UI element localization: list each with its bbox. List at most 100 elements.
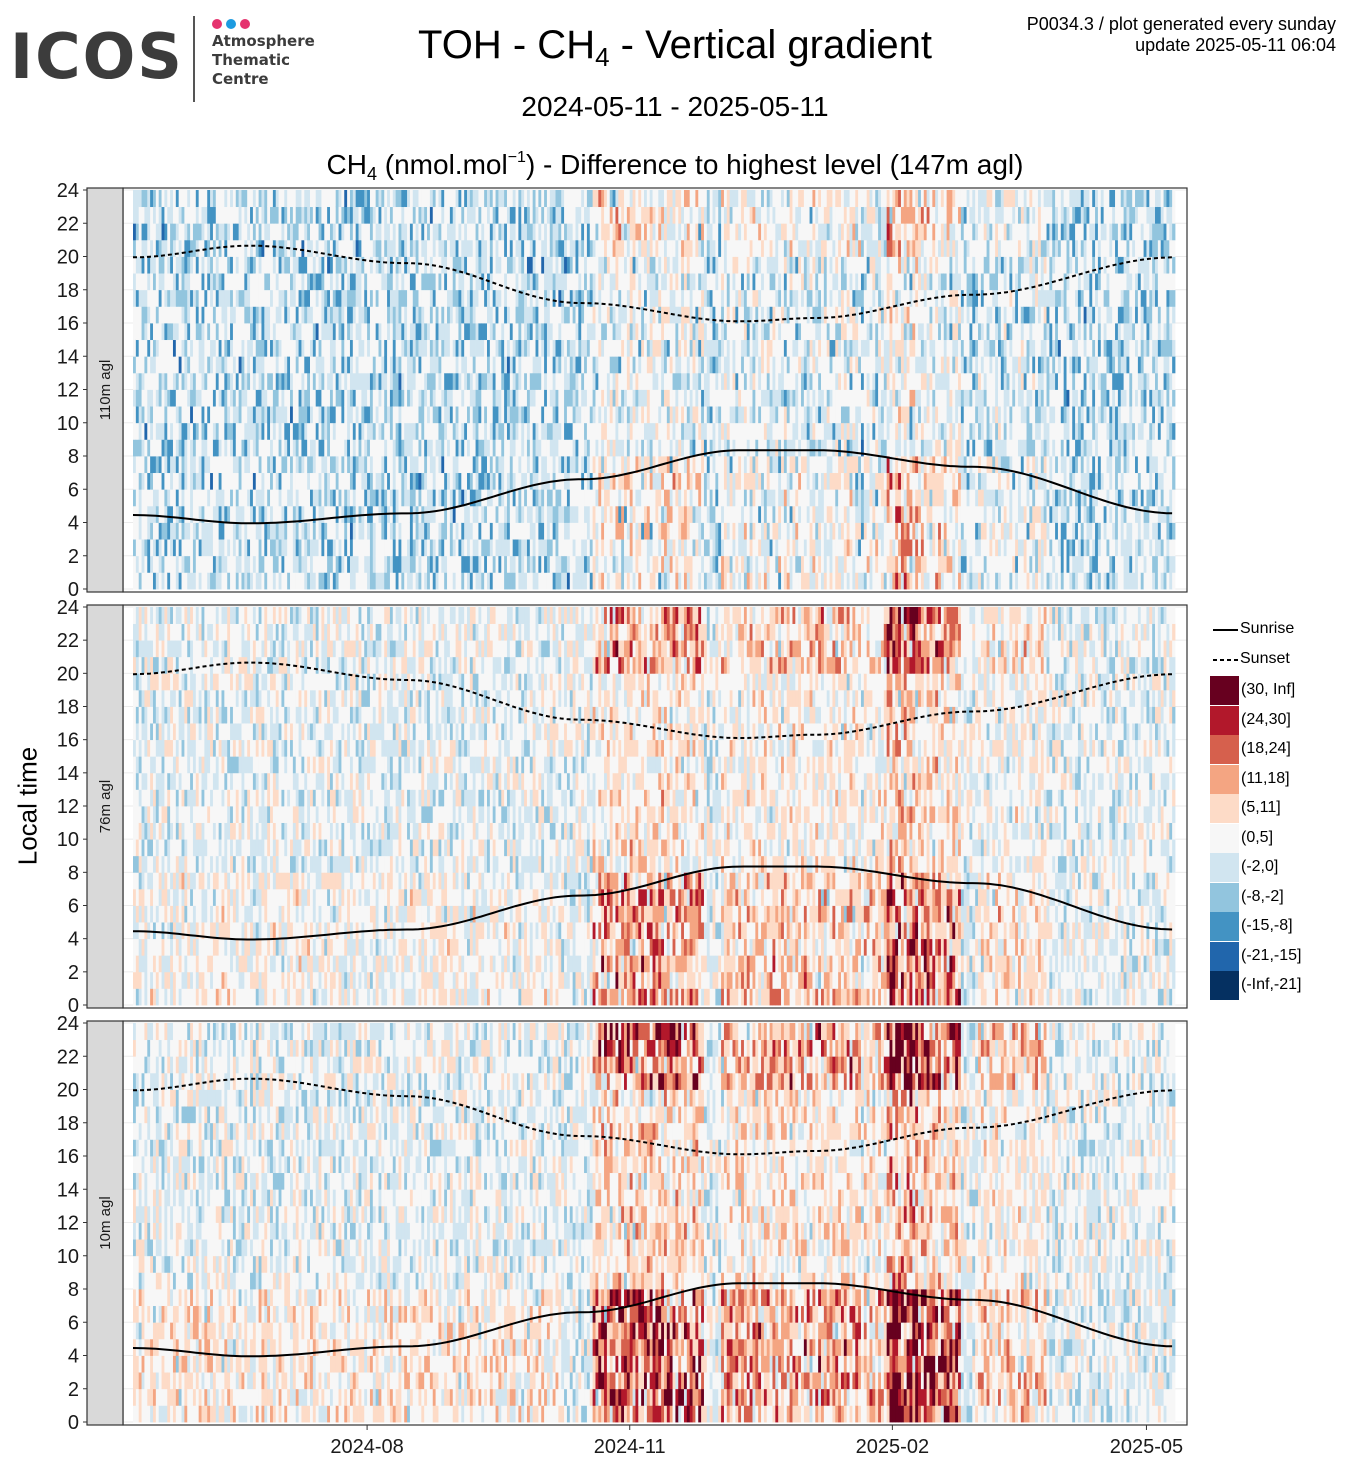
- heatmap-cell: [259, 290, 262, 307]
- heatmap-cell: [187, 390, 190, 407]
- heatmap-cell: [156, 473, 159, 490]
- heatmap-cell: [247, 423, 250, 440]
- heatmap-cell: [230, 473, 233, 490]
- heatmap-cell: [170, 406, 173, 423]
- heatmap-cell: [244, 556, 247, 573]
- heatmap-cell: [136, 473, 139, 490]
- heatmap-cell: [136, 406, 139, 423]
- heatmap-cell: [221, 340, 224, 357]
- heatmap-cell: [213, 489, 216, 506]
- heatmap-cell: [199, 523, 202, 540]
- heatmap-cell: [156, 273, 159, 290]
- heatmap-cell: [179, 207, 182, 224]
- heatmap-cell: [219, 257, 222, 274]
- heatmap-cell: [227, 556, 230, 573]
- heatmap-cell: [233, 223, 236, 240]
- heatmap-cell: [250, 539, 253, 556]
- heatmap-cell: [184, 290, 187, 307]
- heatmap-cell: [216, 340, 219, 357]
- heatmap-cell: [264, 390, 267, 407]
- heatmap-cell: [204, 373, 207, 390]
- heatmap-cell: [256, 406, 259, 423]
- heatmap-cell: [199, 390, 202, 407]
- heatmap-cell: [259, 373, 262, 390]
- heatmap-cell: [264, 456, 267, 473]
- heatmap-cell: [159, 373, 162, 390]
- heatmap-cell: [256, 207, 259, 224]
- heatmap-cell: [227, 523, 230, 540]
- heatmap-cell: [221, 523, 224, 540]
- heatmap-cell: [159, 257, 162, 274]
- heatmap-cell: [190, 572, 193, 589]
- heatmap-cell: [227, 373, 230, 390]
- heatmap-cell: [236, 423, 239, 440]
- heatmap-cell: [239, 473, 242, 490]
- heatmap-cell: [221, 373, 224, 390]
- heatmap-cell: [170, 223, 173, 240]
- heatmap-cell: [233, 473, 236, 490]
- heatmap-cell: [193, 523, 196, 540]
- heatmap-cell: [144, 473, 147, 490]
- heatmap-cell: [173, 273, 176, 290]
- heatmap-cell: [247, 240, 250, 257]
- heatmap-cell: [219, 273, 222, 290]
- heatmap-cell: [250, 556, 253, 573]
- heatmap-cell: [247, 207, 250, 224]
- heatmap-cell: [176, 556, 179, 573]
- heatmap-cell: [182, 190, 185, 207]
- heatmap-cell: [142, 539, 145, 556]
- heatmap-cell: [244, 290, 247, 307]
- heatmap-cell: [162, 390, 165, 407]
- heatmap-cell: [247, 439, 250, 456]
- heatmap-cell: [193, 290, 196, 307]
- heatmap-cell: [164, 290, 167, 307]
- heatmap-cell: [142, 390, 145, 407]
- heatmap-cell: [259, 556, 262, 573]
- heatmap-cell: [150, 439, 153, 456]
- heatmap-cell: [179, 439, 182, 456]
- heatmap-cell: [139, 257, 142, 274]
- heatmap-cell: [247, 539, 250, 556]
- heatmap-cell: [167, 473, 170, 490]
- heatmap-cell: [239, 340, 242, 357]
- heatmap-cell: [159, 556, 162, 573]
- heatmap-cell: [193, 390, 196, 407]
- heatmap-cell: [184, 572, 187, 589]
- heatmap-cell: [250, 506, 253, 523]
- heatmap-cell: [244, 356, 247, 373]
- heatmap-cell: [159, 406, 162, 423]
- heatmap-cell: [236, 390, 239, 407]
- heatmap-cell: [182, 340, 185, 357]
- heatmap-cell: [153, 539, 156, 556]
- heatmap-cell: [167, 356, 170, 373]
- heatmap-cell: [239, 207, 242, 224]
- heatmap-cell: [264, 257, 267, 274]
- heatmap-cell: [207, 456, 210, 473]
- heatmap-cell: [213, 406, 216, 423]
- heatmap-cell: [261, 306, 264, 323]
- heatmap-cell: [264, 290, 267, 307]
- heatmap-cell: [221, 240, 224, 257]
- heatmap-cell: [241, 539, 244, 556]
- heatmap-cell: [156, 240, 159, 257]
- heatmap-cell: [244, 323, 247, 340]
- heatmap-cell: [150, 572, 153, 589]
- heatmap-cell: [159, 473, 162, 490]
- heatmap-cell: [159, 207, 162, 224]
- heatmap-cell: [153, 572, 156, 589]
- heatmap-cell: [196, 406, 199, 423]
- heatmap-cell: [136, 539, 139, 556]
- heatmap-cell: [230, 240, 233, 257]
- heatmap-cell: [150, 539, 153, 556]
- heatmap-cell: [142, 207, 145, 224]
- heatmap-cell: [153, 489, 156, 506]
- heatmap-cell: [190, 390, 193, 407]
- heatmap-cell: [219, 190, 222, 207]
- heatmap-cell: [210, 306, 213, 323]
- heatmap-cell: [216, 390, 219, 407]
- heatmap-cell: [207, 572, 210, 589]
- heatmap-cell: [199, 439, 202, 456]
- heatmap-cell: [207, 523, 210, 540]
- heatmap-cell: [259, 406, 262, 423]
- heatmap-cell: [167, 390, 170, 407]
